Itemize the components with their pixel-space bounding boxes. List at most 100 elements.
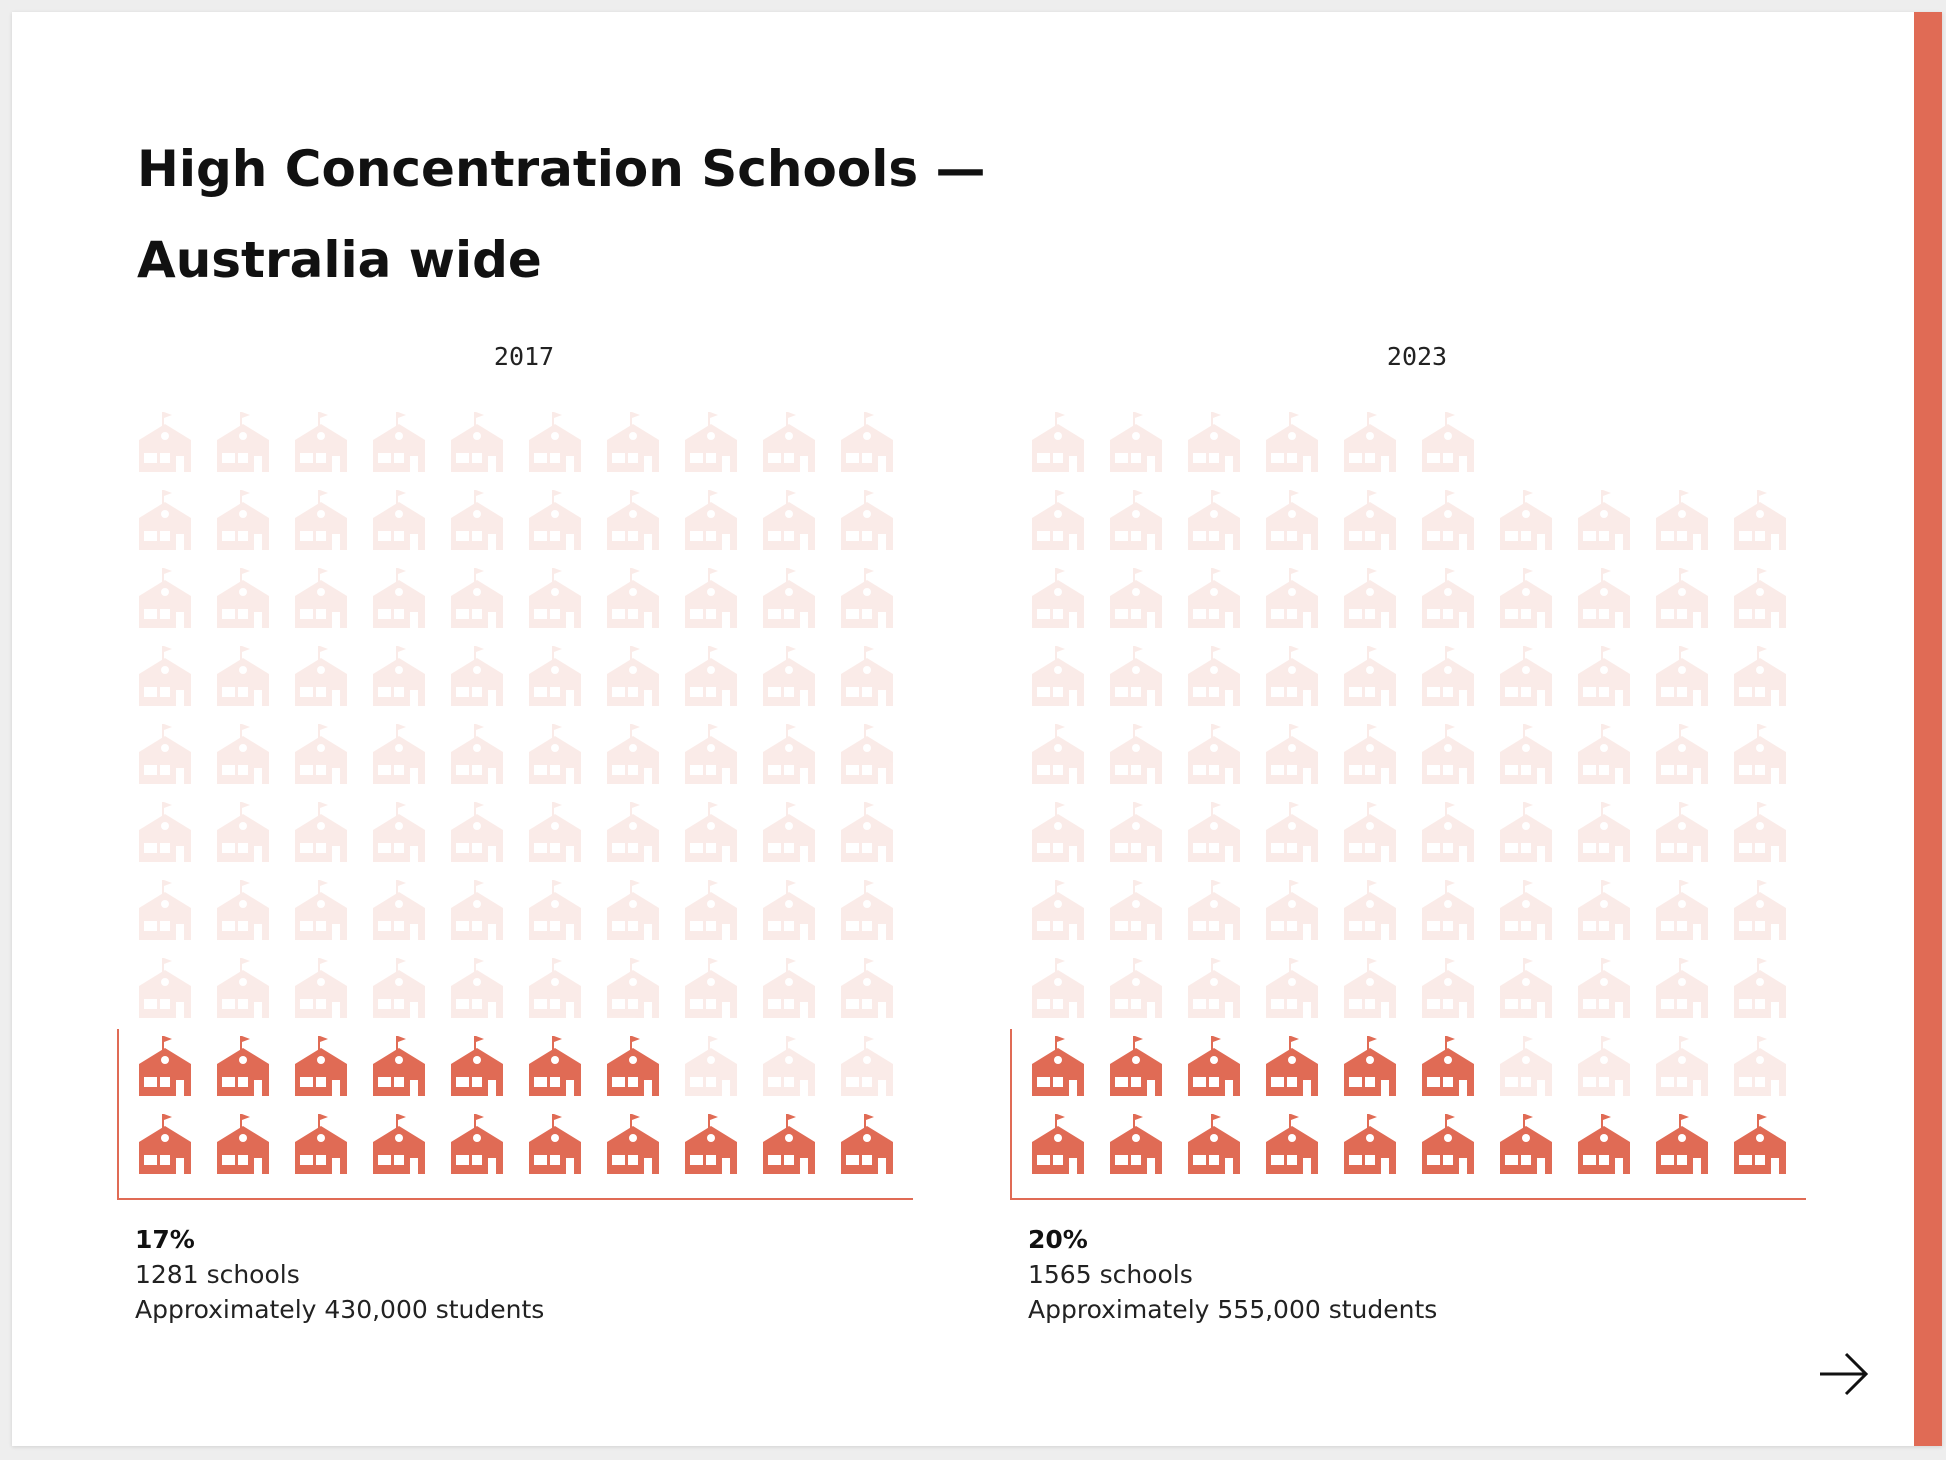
students-count: Approximately 555,000 students <box>1028 1295 1438 1324</box>
school-icon <box>1422 802 1474 862</box>
school-icon <box>373 802 425 862</box>
school-icon <box>841 412 893 472</box>
school-icon <box>1500 568 1552 628</box>
school-icon <box>1500 802 1552 862</box>
school-icon <box>763 880 815 940</box>
school-icon <box>1188 490 1240 550</box>
school-icon <box>139 412 191 472</box>
school-icon <box>1734 958 1786 1018</box>
school-icon-highlighted <box>529 1036 581 1096</box>
school-icon-highlighted <box>763 1114 815 1174</box>
school-icon <box>1422 958 1474 1018</box>
school-icon <box>1344 646 1396 706</box>
school-icon <box>1422 646 1474 706</box>
school-icon <box>1110 646 1162 706</box>
school-icon <box>685 490 737 550</box>
school-icon <box>217 802 269 862</box>
school-icon <box>685 412 737 472</box>
school-icon <box>1188 568 1240 628</box>
school-icon <box>1656 490 1708 550</box>
school-icon <box>1110 568 1162 628</box>
school-icon <box>295 490 347 550</box>
school-icon <box>841 880 893 940</box>
school-icon <box>295 646 347 706</box>
school-icon <box>139 880 191 940</box>
school-icon <box>841 1036 893 1096</box>
school-icon <box>1656 568 1708 628</box>
school-icon <box>1344 724 1396 784</box>
school-icon <box>1422 724 1474 784</box>
school-icon <box>1344 412 1396 472</box>
school-icon <box>841 490 893 550</box>
school-icon-highlighted <box>1188 1036 1240 1096</box>
school-icon <box>373 568 425 628</box>
school-icon <box>1110 958 1162 1018</box>
school-icon <box>763 490 815 550</box>
school-icon <box>1032 724 1084 784</box>
school-icon <box>1110 880 1162 940</box>
school-icon <box>1110 802 1162 862</box>
school-icon <box>841 646 893 706</box>
school-icon-highlighted <box>1110 1036 1162 1096</box>
school-icon <box>1032 646 1084 706</box>
school-icon <box>1422 412 1474 472</box>
school-icon <box>373 958 425 1018</box>
schools-count: 1281 schools <box>135 1260 300 1289</box>
school-icon-highlighted <box>1500 1114 1552 1174</box>
school-icon <box>1734 490 1786 550</box>
school-icon <box>451 880 503 940</box>
school-icon <box>295 880 347 940</box>
school-icon <box>841 724 893 784</box>
school-icon-highlighted <box>217 1036 269 1096</box>
school-icon <box>1266 802 1318 862</box>
school-icon <box>451 490 503 550</box>
school-icon <box>607 802 659 862</box>
highlight-bracket <box>117 1029 913 1200</box>
school-icon <box>217 958 269 1018</box>
school-icon <box>1266 958 1318 1018</box>
school-icon <box>1656 802 1708 862</box>
school-icon <box>529 490 581 550</box>
school-icon <box>295 724 347 784</box>
school-icon <box>1344 880 1396 940</box>
chart-stats: 17% 1281 schools Approximately 430,000 s… <box>135 1222 544 1327</box>
school-icon <box>139 724 191 784</box>
school-icon <box>1500 880 1552 940</box>
school-icon <box>139 490 191 550</box>
school-icon <box>1032 412 1084 472</box>
school-icon-highlighted <box>1734 1114 1786 1174</box>
arrow-right-icon[interactable] <box>1814 1344 1874 1404</box>
school-icon <box>685 802 737 862</box>
school-icon <box>217 724 269 784</box>
chart-panel-2023: 2023 20% 1565 schools Approximately 555,… <box>1010 342 1810 1342</box>
school-icon-highlighted <box>295 1114 347 1174</box>
school-icon <box>1032 490 1084 550</box>
school-icon <box>1266 880 1318 940</box>
school-icon <box>1578 802 1630 862</box>
school-icon-highlighted <box>139 1114 191 1174</box>
percent-value: 17% <box>135 1225 195 1254</box>
school-icon <box>1188 958 1240 1018</box>
accent-bar <box>1914 12 1942 1446</box>
school-icon <box>1656 958 1708 1018</box>
school-icon <box>1656 646 1708 706</box>
school-icon <box>1656 880 1708 940</box>
school-icon <box>295 568 347 628</box>
school-icon <box>1422 568 1474 628</box>
chart-panel-2017: 2017 17% 1281 schools Approximately 430,… <box>117 342 917 1342</box>
school-icon <box>1032 958 1084 1018</box>
school-icon <box>529 724 581 784</box>
school-icon <box>607 412 659 472</box>
school-icon <box>451 412 503 472</box>
students-count: Approximately 430,000 students <box>135 1295 545 1324</box>
chart-year-label: 2017 <box>493 342 555 371</box>
school-icon <box>1578 646 1630 706</box>
school-icon-highlighted <box>373 1114 425 1174</box>
percent-value: 20% <box>1028 1225 1088 1254</box>
school-icon <box>1032 880 1084 940</box>
school-icon <box>763 958 815 1018</box>
school-icon <box>1734 1036 1786 1096</box>
school-icon <box>295 958 347 1018</box>
school-icon-highlighted <box>1032 1036 1084 1096</box>
school-icon-highlighted <box>607 1036 659 1096</box>
